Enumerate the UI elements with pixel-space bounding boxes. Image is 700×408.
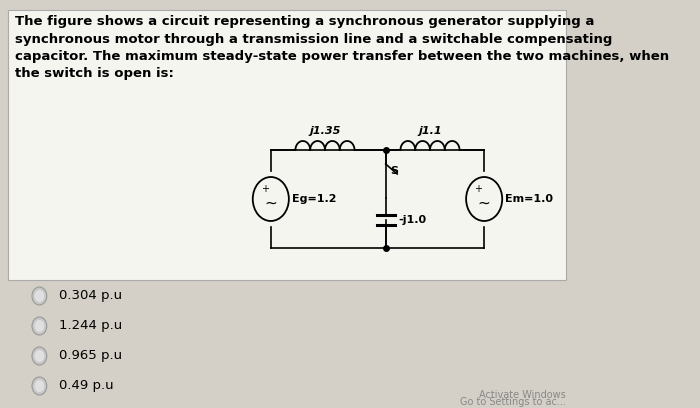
Text: S: S bbox=[391, 166, 398, 176]
Circle shape bbox=[34, 380, 44, 392]
Circle shape bbox=[32, 377, 47, 395]
Text: 0.49 p.u: 0.49 p.u bbox=[59, 379, 113, 392]
Circle shape bbox=[34, 290, 44, 302]
Circle shape bbox=[34, 350, 44, 362]
Circle shape bbox=[34, 320, 44, 332]
Text: 0.304 p.u: 0.304 p.u bbox=[59, 290, 122, 302]
Text: j1.35: j1.35 bbox=[309, 126, 341, 136]
Text: +: + bbox=[475, 184, 482, 194]
FancyBboxPatch shape bbox=[8, 10, 566, 280]
Circle shape bbox=[32, 287, 47, 305]
Text: Em=1.0: Em=1.0 bbox=[505, 194, 554, 204]
Text: 0.965 p.u: 0.965 p.u bbox=[59, 350, 122, 362]
Text: ~: ~ bbox=[478, 195, 491, 211]
Text: Activate Windows: Activate Windows bbox=[480, 390, 566, 400]
Text: Eg=1.2: Eg=1.2 bbox=[292, 194, 337, 204]
Text: +: + bbox=[261, 184, 269, 194]
Text: The figure shows a circuit representing a synchronous generator supplying a
sync: The figure shows a circuit representing … bbox=[15, 15, 669, 80]
Circle shape bbox=[32, 347, 47, 365]
Text: -j1.0: -j1.0 bbox=[399, 215, 427, 225]
Text: 1.244 p.u: 1.244 p.u bbox=[59, 319, 122, 333]
Text: ~: ~ bbox=[265, 195, 277, 211]
Text: j1.1: j1.1 bbox=[418, 126, 442, 136]
Text: Go to Settings to ac...: Go to Settings to ac... bbox=[461, 397, 566, 407]
Circle shape bbox=[32, 317, 47, 335]
